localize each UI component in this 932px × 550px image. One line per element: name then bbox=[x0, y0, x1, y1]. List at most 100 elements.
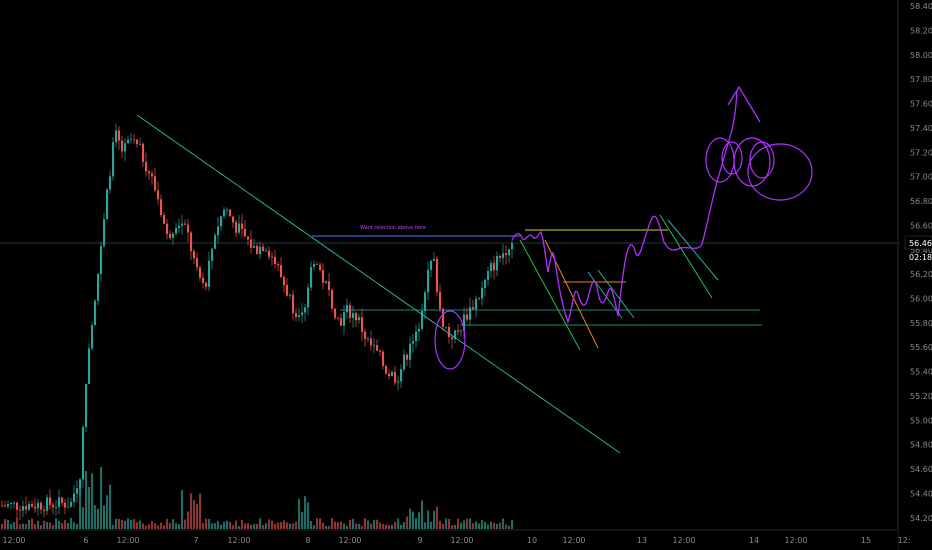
volume-bar bbox=[169, 522, 172, 529]
x-tick-label: 12:00 bbox=[2, 536, 25, 545]
candle-body bbox=[37, 502, 40, 509]
projection-path[interactable] bbox=[511, 89, 738, 324]
volume-bar bbox=[76, 523, 79, 529]
volume-bar bbox=[349, 519, 352, 529]
volume-bar bbox=[430, 521, 433, 529]
channel-c[interactable] bbox=[659, 214, 713, 299]
candle-body bbox=[76, 488, 79, 494]
candle-body bbox=[124, 143, 127, 152]
x-tick-label: 6 bbox=[83, 536, 88, 545]
candle-body bbox=[154, 176, 157, 191]
candle-body bbox=[238, 223, 241, 233]
volume-bar bbox=[133, 518, 136, 529]
y-tick-label: 56.60 bbox=[910, 221, 932, 230]
y-tick-label: 57.40 bbox=[910, 124, 932, 133]
y-tick-label: 55.20 bbox=[910, 392, 932, 401]
candle-body bbox=[331, 290, 334, 309]
volume-bar bbox=[139, 520, 142, 529]
candle-body bbox=[223, 209, 226, 217]
candle-body bbox=[7, 504, 10, 507]
volume-bar bbox=[445, 518, 448, 529]
candle-body bbox=[64, 502, 67, 508]
price-axis[interactable]: 58.40 58.20 58.00 57.80 57.60 57.40 57.20 57.00… bbox=[897, 0, 932, 550]
volume-bar bbox=[418, 512, 421, 529]
candle-body bbox=[334, 308, 337, 318]
candle-body bbox=[52, 504, 55, 508]
candle-body bbox=[472, 307, 475, 310]
volume-bar bbox=[244, 523, 247, 529]
green-channel-line[interactable] bbox=[519, 239, 581, 351]
circle-highlight[interactable] bbox=[434, 310, 466, 370]
volume-bar bbox=[451, 525, 454, 529]
candle-body bbox=[454, 330, 457, 340]
volume-bar bbox=[79, 479, 82, 529]
channel-d[interactable] bbox=[667, 219, 719, 281]
candle-body bbox=[19, 509, 22, 511]
candle-body bbox=[43, 509, 46, 511]
candle-body bbox=[121, 140, 124, 152]
volume-bar bbox=[352, 518, 355, 529]
volume-bar bbox=[196, 503, 199, 529]
candle-body bbox=[493, 263, 496, 271]
candle-body bbox=[367, 338, 370, 340]
candle-body bbox=[445, 326, 448, 328]
volume-bar bbox=[385, 524, 388, 529]
volume-bar bbox=[307, 502, 310, 529]
candle-body bbox=[385, 366, 388, 374]
volume-bar bbox=[292, 523, 295, 529]
candle-body bbox=[16, 502, 19, 510]
candle-body bbox=[463, 314, 466, 331]
candle-body bbox=[436, 258, 439, 292]
loop-5[interactable] bbox=[749, 141, 775, 179]
candle-body bbox=[262, 246, 265, 251]
volume-bar bbox=[7, 519, 10, 529]
descending-trendline[interactable] bbox=[136, 114, 621, 454]
candle-body bbox=[136, 139, 139, 145]
candle-body bbox=[175, 228, 178, 234]
candle-body bbox=[1, 505, 4, 507]
candle-body bbox=[469, 307, 472, 320]
channel-b[interactable] bbox=[597, 269, 635, 319]
volume-bar bbox=[469, 518, 472, 529]
candle-body bbox=[256, 245, 259, 255]
candle-body bbox=[217, 226, 220, 236]
volume-bar bbox=[277, 522, 280, 529]
volume-bar bbox=[361, 525, 364, 529]
candle-body bbox=[283, 277, 286, 286]
loop-2[interactable] bbox=[721, 141, 743, 175]
candle-body bbox=[226, 209, 229, 211]
candle-body bbox=[496, 256, 499, 271]
candle-body bbox=[364, 331, 367, 339]
volume-bar bbox=[70, 518, 73, 529]
time-axis[interactable]: 12:00 6 12:00 7 12:00 8 12:00 9 12:00 10 12:00 13 12… bbox=[0, 529, 910, 550]
arrow-up[interactable] bbox=[727, 85, 761, 123]
loop-4[interactable] bbox=[747, 143, 813, 201]
x-tick-label: 10 bbox=[527, 536, 537, 545]
volume-bar bbox=[235, 520, 238, 529]
candles bbox=[1, 124, 514, 520]
candle-body bbox=[85, 383, 88, 428]
x-tick-label: 12:00 bbox=[450, 536, 473, 545]
volume-bar bbox=[13, 522, 16, 529]
volume-bar bbox=[22, 523, 25, 529]
volume-bar bbox=[421, 500, 424, 529]
y-tick-label: 55.60 bbox=[910, 343, 932, 352]
volume-bar bbox=[400, 524, 403, 529]
volume-bar bbox=[334, 521, 337, 529]
volume-bar bbox=[211, 523, 214, 529]
drawings: Want rejection above here bbox=[0, 85, 898, 454]
volume-bar bbox=[229, 522, 232, 529]
volume-bar bbox=[145, 525, 148, 529]
candle-body bbox=[10, 502, 13, 505]
y-tick-label: 56.20 bbox=[910, 270, 932, 279]
candle-body bbox=[361, 317, 364, 332]
candle-body bbox=[139, 143, 142, 145]
x-tick-label: 7 bbox=[193, 536, 198, 545]
volume-bar bbox=[268, 519, 271, 529]
volume-bar bbox=[160, 522, 163, 529]
volume-bar bbox=[118, 518, 121, 529]
volume-bar bbox=[1, 524, 4, 529]
candle-body bbox=[232, 216, 235, 223]
candle-body bbox=[304, 307, 307, 313]
